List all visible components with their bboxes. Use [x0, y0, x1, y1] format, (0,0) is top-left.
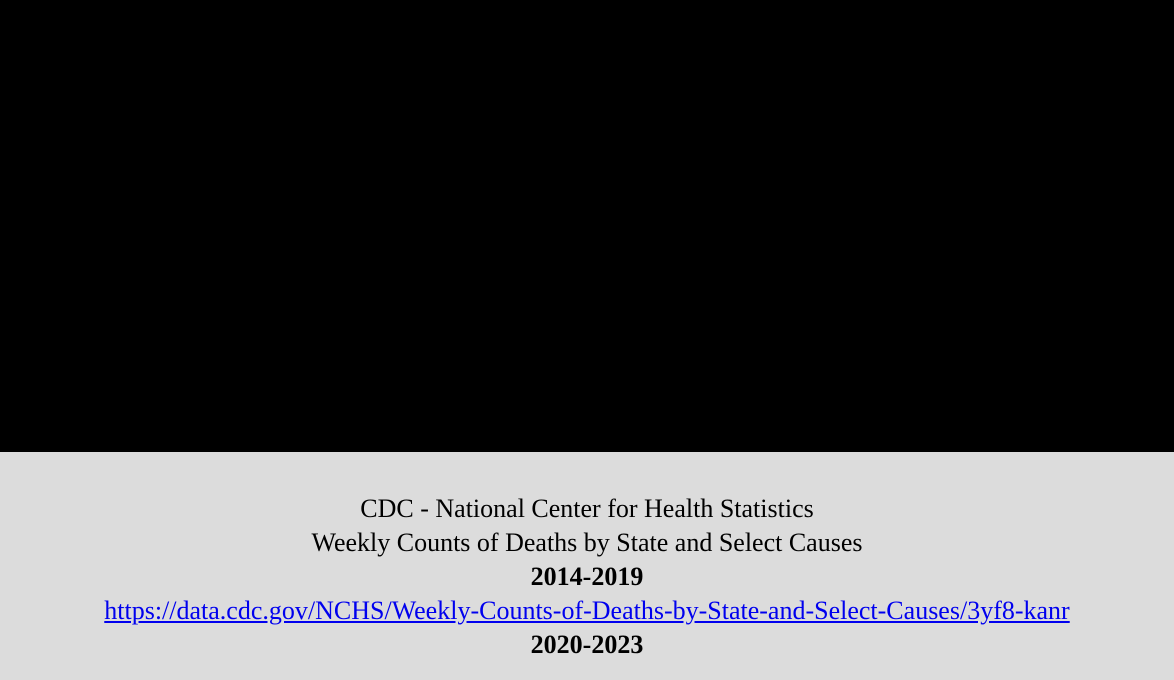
footer-line: https://data.cdc.gov/NCHS/Weekly-Counts-… — [0, 594, 1174, 628]
source-text: CDC - National Center for Health Statist… — [360, 494, 814, 523]
footer-line: 2014-2019 — [0, 560, 1174, 594]
source-text: Weekly Counts of Deaths by State and Sel… — [311, 528, 863, 557]
period-heading: 2020-2023 — [530, 630, 644, 659]
footer: CDC - National Center for Health Statist… — [0, 456, 1174, 680]
chart — [0, 0, 1174, 452]
footer-line: Weekly Counts of Deaths by State and Sel… — [0, 526, 1174, 560]
period-heading: 2014-2019 — [530, 562, 644, 591]
footer-line: 2020-2023 — [0, 628, 1174, 662]
footer-line: CDC - National Center for Health Statist… — [0, 492, 1174, 526]
source-link[interactable]: https://data.cdc.gov/NCHS/Weekly-Counts-… — [104, 596, 1070, 625]
